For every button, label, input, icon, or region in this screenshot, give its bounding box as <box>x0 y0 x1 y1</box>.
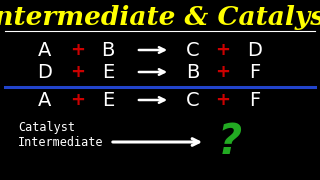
Text: E: E <box>102 62 114 82</box>
Text: A: A <box>38 91 52 109</box>
Text: F: F <box>249 91 260 109</box>
Text: A: A <box>38 40 52 60</box>
Text: D: D <box>37 62 52 82</box>
Text: Intermediate: Intermediate <box>18 136 103 148</box>
Text: Catalyst: Catalyst <box>18 122 75 134</box>
Text: B: B <box>101 40 115 60</box>
Text: E: E <box>102 91 114 109</box>
Text: +: + <box>70 91 85 109</box>
Text: +: + <box>70 41 85 59</box>
Text: C: C <box>186 40 200 60</box>
Text: +: + <box>215 41 230 59</box>
Text: D: D <box>248 40 262 60</box>
Text: +: + <box>70 63 85 81</box>
Text: C: C <box>186 91 200 109</box>
Text: +: + <box>215 91 230 109</box>
Text: +: + <box>215 63 230 81</box>
Text: F: F <box>249 62 260 82</box>
Text: ?: ? <box>218 121 242 163</box>
Text: B: B <box>186 62 200 82</box>
Text: Intermediate & Catalyst: Intermediate & Catalyst <box>0 4 320 30</box>
